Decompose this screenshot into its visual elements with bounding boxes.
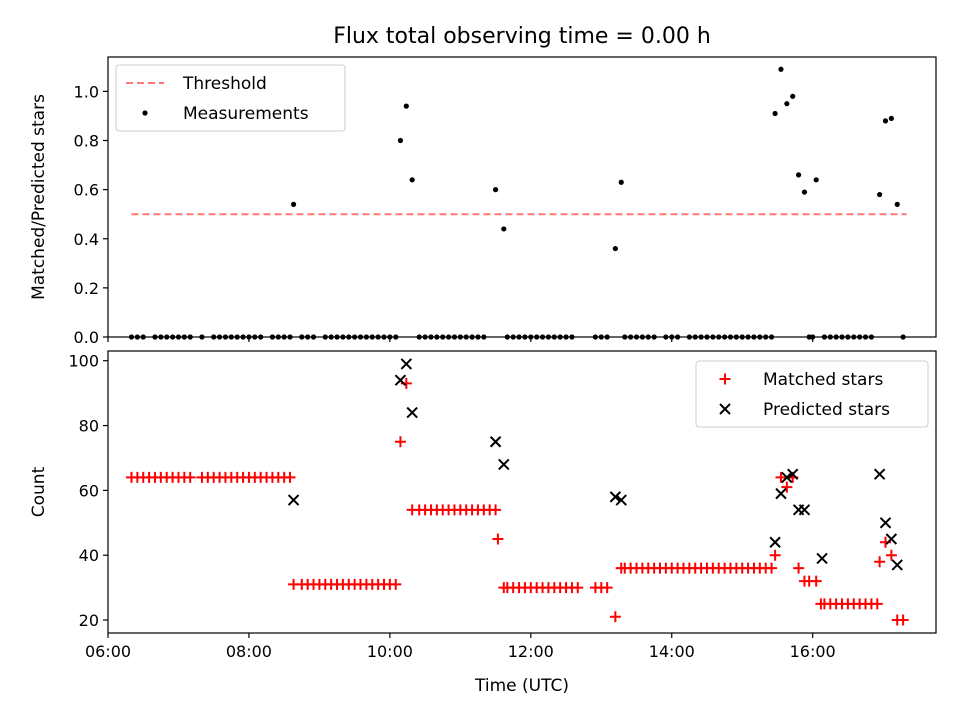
measurement-point (409, 177, 415, 183)
axes-frame (107, 350, 937, 634)
legend-dot-swatch (142, 110, 148, 116)
matched-star-point (871, 598, 883, 610)
matched-star-point (394, 436, 406, 448)
legend-label: Threshold (182, 74, 267, 94)
y-axis-label: Count (29, 466, 49, 517)
measurement-point (894, 201, 900, 207)
legend-label: Matched stars (763, 370, 883, 390)
y-tick-label: 1.0 (74, 82, 99, 101)
y-tick-label: 60 (79, 481, 99, 500)
matched-star-point (492, 533, 504, 545)
legend-handle (142, 110, 148, 116)
matched-star-point (769, 549, 781, 561)
legend-handle (719, 373, 731, 385)
predicted-star-point (498, 458, 510, 471)
predicted-star-point (394, 374, 407, 386)
flux-ratio-panel: 0.0 0.2 0.4 0.6 0.8 1.0 Matched/Predicted star… (29, 56, 937, 347)
predicted-star-point (609, 491, 622, 503)
predicted-star-point (400, 358, 413, 370)
matched-star-point (572, 582, 584, 594)
legend-box (115, 64, 346, 132)
measurement-point (813, 177, 819, 183)
predicted-star-point (489, 436, 502, 448)
measurement-point (403, 103, 409, 109)
axes-frame (107, 56, 937, 338)
y-tick-label: 80 (79, 417, 99, 436)
legend: Threshold Measurements (115, 64, 346, 132)
measurement-point (778, 66, 784, 72)
matched-star-point (897, 614, 909, 626)
measurement-point (882, 118, 889, 124)
measurement-point (877, 191, 883, 198)
x-tick-label: 06:00 (85, 642, 131, 661)
predicted-star-point (781, 471, 793, 484)
figure-title: Flux total observing time = 0.00 h (333, 24, 711, 49)
matched-star-point (874, 556, 886, 568)
matched-star-point (609, 611, 621, 623)
matched-star-point (766, 562, 778, 574)
matched-star-point (184, 471, 196, 483)
matched-star-point (793, 562, 805, 574)
legend-plus-swatch (719, 373, 731, 385)
y-tick-label: 0.0 (74, 328, 99, 347)
measurement-point (612, 245, 618, 252)
measurement-point (397, 137, 404, 144)
legend-x-swatch (719, 403, 731, 415)
measurement-point (888, 115, 894, 122)
predicted-star-point (873, 468, 886, 480)
matched-star-point (390, 578, 402, 590)
y-tick-label: 0.4 (74, 230, 99, 249)
predicted-star-point (798, 504, 811, 516)
y-tick-label: 40 (79, 546, 99, 565)
measurement-point (772, 110, 778, 117)
x-tick-label: 12:00 (508, 642, 554, 661)
measurement-point (501, 226, 507, 232)
matched-star-point (885, 549, 897, 561)
predicted-star-point (891, 559, 903, 571)
predicted-star-point (879, 517, 892, 529)
y-tick-label: 0.8 (74, 132, 99, 151)
x-tick-label: 10:00 (367, 642, 413, 661)
predicted-star-point (885, 533, 898, 545)
legend: Matched stars Predicted stars (695, 360, 929, 428)
legend-box (695, 360, 929, 428)
legend-handle (719, 403, 731, 415)
predicted-star-point (816, 552, 828, 565)
measurement-point (790, 93, 796, 99)
measurement-point (618, 179, 624, 185)
measurement-point (784, 101, 790, 107)
y-tick-label: 100 (68, 352, 99, 371)
matched-star-point (781, 481, 793, 493)
legend-label: Measurements (183, 104, 309, 124)
predicted-star-point (615, 494, 627, 506)
matched-star-point (775, 471, 787, 483)
predicted-star-point (287, 494, 300, 506)
measurement-point (795, 172, 802, 178)
matched-star-point (810, 575, 822, 587)
predicted-star-point (787, 468, 799, 480)
measurement-point (801, 189, 808, 195)
x-tick-label: 08:00 (226, 642, 272, 661)
matched-star-point (601, 582, 613, 594)
y-tick-label: 0.2 (74, 279, 99, 298)
y-tick-label: 0.6 (74, 181, 99, 200)
y-tick-label: 20 (79, 611, 99, 630)
x-axis-label: Time (UTC) (474, 676, 569, 696)
star-count-panel: 20 40 60 80 100 06:00 08:00 10:00 12:00 14:00 16:0… (29, 350, 937, 696)
predicted-star-point (406, 406, 418, 419)
measurement-point (290, 201, 297, 207)
x-tick-label: 14:00 (649, 642, 695, 661)
predicted-star-point (769, 536, 781, 548)
data-layer (125, 358, 909, 626)
matched-star-point (284, 471, 296, 483)
measurement-point (492, 187, 499, 193)
y-axis-label: Matched/Predicted stars (29, 94, 49, 300)
matched-star-point (490, 504, 502, 516)
x-tick-label: 16:00 (790, 642, 836, 661)
legend-label: Predicted stars (763, 400, 890, 420)
predicted-star-point (775, 487, 787, 500)
